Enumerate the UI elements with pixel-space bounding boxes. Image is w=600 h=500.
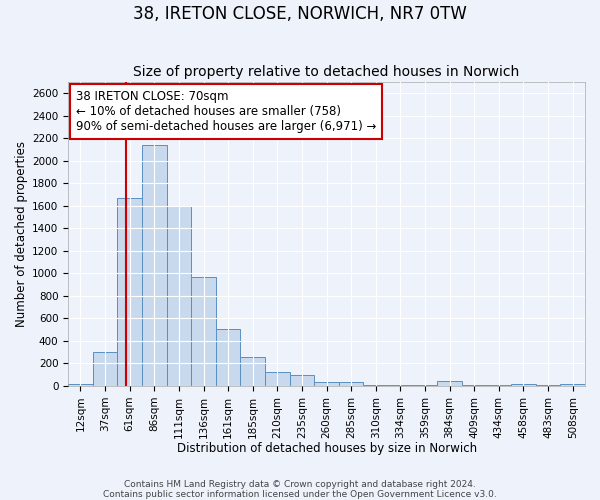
Bar (314, 382, 339, 386)
Bar (191, 277, 216, 386)
Bar (167, 206, 191, 386)
Bar (68, 384, 93, 386)
Bar (216, 328, 241, 386)
X-axis label: Distribution of detached houses by size in Norwich: Distribution of detached houses by size … (176, 442, 476, 455)
Bar (339, 382, 364, 386)
Bar (241, 358, 265, 386)
Bar (265, 372, 290, 386)
Bar (437, 382, 462, 386)
Title: Size of property relative to detached houses in Norwich: Size of property relative to detached ho… (133, 66, 520, 80)
Text: 38, IRETON CLOSE, NORWICH, NR7 0TW: 38, IRETON CLOSE, NORWICH, NR7 0TW (133, 5, 467, 23)
Bar (511, 384, 536, 386)
Bar (142, 145, 167, 386)
Bar (93, 352, 118, 386)
Bar (560, 384, 585, 386)
Text: Contains HM Land Registry data © Crown copyright and database right 2024.
Contai: Contains HM Land Registry data © Crown c… (103, 480, 497, 499)
Bar (118, 198, 142, 386)
Text: 38 IRETON CLOSE: 70sqm
← 10% of detached houses are smaller (758)
90% of semi-de: 38 IRETON CLOSE: 70sqm ← 10% of detached… (76, 90, 376, 132)
Y-axis label: Number of detached properties: Number of detached properties (15, 141, 28, 327)
Bar (290, 374, 314, 386)
